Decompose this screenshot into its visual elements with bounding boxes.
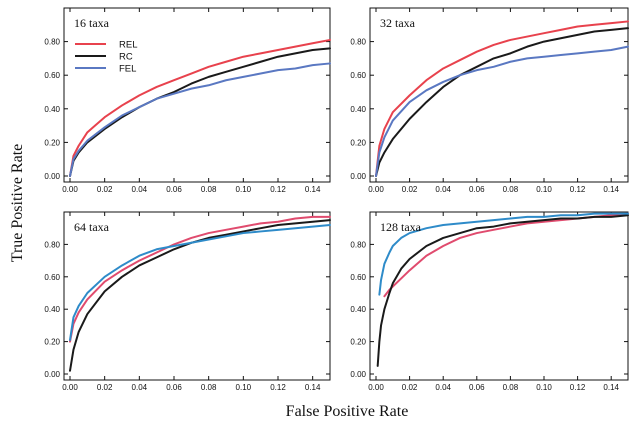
series-line-rc (376, 214, 629, 367)
x-tick-label: 0.00 (368, 185, 384, 194)
series-line-fel (69, 223, 331, 341)
x-tick-label: 0.00 (368, 383, 384, 392)
x-tick-label: 0.06 (469, 185, 485, 194)
x-tick-label: 0.10 (536, 383, 552, 392)
series-line-rel (69, 38, 331, 177)
y-tick-label: 0.20 (350, 338, 366, 347)
y-axis-title: True Positive Rate (9, 144, 26, 263)
y-tick-label: 0.60 (350, 273, 366, 282)
series-line-fel (69, 62, 331, 177)
x-tick-label: 0.10 (236, 185, 252, 194)
x-tick-label: 0.08 (503, 185, 519, 194)
panel-title: 16 taxa (74, 16, 110, 30)
x-axis-title: False Positive Rate (286, 403, 409, 420)
plot-frame (63, 7, 331, 183)
x-tick-label: 0.06 (469, 383, 485, 392)
chart-panel-1: 0.00 0.02 0.04 0.06 0.08 0.10 0.12 0.14 0.00 0.20… (44, 7, 331, 194)
y-tick-label: 0.20 (44, 338, 60, 347)
legend-label-fel: FEL (119, 64, 136, 75)
x-tick-label: 0.04 (435, 185, 451, 194)
panel-title: 64 taxa (74, 220, 110, 234)
x-tick-label: 0.14 (305, 185, 321, 194)
y-tick-label: 0.80 (350, 38, 366, 47)
x-tick-label: 0.02 (97, 185, 113, 194)
y-tick-label: 0.00 (350, 172, 366, 181)
y-tick-label: 0.80 (44, 240, 60, 249)
y-tick-label: 0.80 (44, 38, 60, 47)
x-tick-label: 0.10 (536, 185, 552, 194)
y-tick-label: 0.60 (44, 273, 60, 282)
series-line-fel (375, 45, 629, 177)
series-line-rel (69, 215, 331, 343)
x-tick-label: 0.14 (603, 383, 619, 392)
x-tick-label: 0.04 (435, 383, 451, 392)
x-tick-label: 0.06 (166, 383, 182, 392)
x-tick-label: 0.02 (402, 185, 418, 194)
x-tick-label: 0.08 (201, 185, 217, 194)
x-tick-label: 0.04 (132, 185, 148, 194)
x-tick-label: 0.10 (236, 383, 252, 392)
y-tick-label: 0.80 (350, 240, 366, 249)
x-tick-label: 0.04 (132, 383, 148, 392)
x-tick-label: 0.00 (62, 185, 78, 194)
x-tick-label: 0.08 (201, 383, 217, 392)
y-tick-label: 0.40 (350, 305, 366, 314)
series-line-rc (375, 27, 629, 177)
x-tick-label: 0.14 (603, 185, 619, 194)
x-tick-label: 0.02 (402, 383, 418, 392)
panel-title: 32 taxa (380, 16, 416, 30)
series-line-fel (378, 212, 629, 296)
legend-label-rc: RC (119, 52, 133, 63)
y-tick-label: 0.00 (350, 370, 366, 379)
y-tick-label: 0.40 (350, 105, 366, 114)
x-tick-label: 0.12 (270, 383, 286, 392)
x-tick-label: 0.12 (570, 185, 586, 194)
chart-panel-3: 0.00 0.02 0.04 0.06 0.08 0.10 0.12 0.14 0.00 0.20… (44, 211, 331, 392)
chart-panel-4: 0.00 0.02 0.04 0.06 0.08 0.10 0.12 0.14 0.00 0.20… (350, 211, 629, 392)
plot-frame (369, 211, 629, 381)
chart-panel-2: 0.00 0.02 0.04 0.06 0.08 0.10 0.12 0.14 0.00 0.20… (350, 7, 629, 194)
x-tick-label: 0.02 (97, 383, 113, 392)
legend-label-rel: REL (119, 40, 137, 51)
y-tick-label: 0.60 (44, 71, 60, 80)
y-tick-label: 0.40 (44, 105, 60, 114)
series-line-rc (69, 219, 331, 372)
chart-panels: 0.00 0.02 0.04 0.06 0.08 0.10 0.12 0.14 0.00 0.20… (44, 7, 629, 392)
x-tick-label: 0.06 (166, 185, 182, 194)
y-tick-label: 0.40 (44, 305, 60, 314)
x-tick-label: 0.00 (62, 383, 78, 392)
y-tick-label: 0.00 (44, 172, 60, 181)
series-line-rc (69, 47, 331, 177)
x-tick-label: 0.12 (270, 185, 286, 194)
y-tick-label: 0.60 (350, 71, 366, 80)
panel-title: 128 taxa (380, 220, 422, 234)
y-tick-label: 0.20 (44, 138, 60, 147)
y-tick-label: 0.00 (44, 370, 60, 379)
series-line-rel (375, 20, 629, 177)
x-tick-label: 0.12 (570, 383, 586, 392)
plot-frame (369, 7, 629, 183)
y-tick-label: 0.20 (350, 138, 366, 147)
x-tick-label: 0.08 (503, 383, 519, 392)
x-tick-label: 0.14 (305, 383, 321, 392)
plot-frame (63, 211, 331, 381)
